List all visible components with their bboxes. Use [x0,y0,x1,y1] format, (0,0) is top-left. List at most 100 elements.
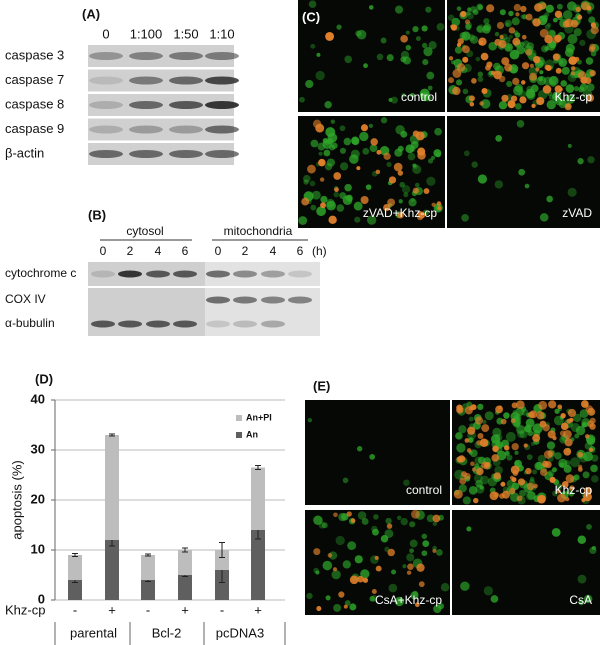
cell [591,545,596,551]
cell [554,34,562,43]
cell [327,553,333,558]
cell [360,195,369,205]
error-bar [109,433,115,437]
cell [535,67,540,72]
cell [561,66,570,75]
cell [482,419,487,424]
cell [416,563,425,572]
cell [552,17,558,23]
cell [585,57,594,65]
legend-swatch [236,432,242,438]
cell [501,94,509,102]
cell [515,400,525,410]
cell [525,467,532,475]
cell [501,490,511,499]
cell [516,45,526,55]
image-label: control [401,90,437,104]
cell [552,490,558,497]
cell [544,64,551,71]
cell [588,16,596,24]
cell [459,31,468,40]
cell [327,132,338,143]
cell [539,468,548,476]
band [129,52,163,60]
cell [532,18,541,27]
y-tick-label: 10 [31,541,45,556]
cell [581,400,589,408]
bar-segment [141,555,155,580]
cell [477,4,483,10]
cell [520,80,526,85]
cell [469,102,475,107]
cell [539,28,549,38]
cell [462,56,469,63]
cell [552,53,560,61]
cell [330,119,336,124]
cell [529,63,534,68]
cell [569,485,575,491]
cell [400,517,408,526]
row-label: caspase 7 [5,72,64,87]
cell [567,143,572,148]
cell [386,54,394,62]
cell [529,476,535,482]
cell [410,141,419,149]
cell [558,58,568,67]
cell [338,591,345,598]
band [261,296,285,304]
cell [554,452,562,460]
cell [589,69,596,77]
cell [464,438,470,443]
cell [539,59,546,67]
cell [456,406,464,414]
cell [370,138,378,146]
cell [556,489,561,494]
cell [546,195,553,203]
cell [399,181,406,188]
cell [388,97,393,102]
cell [583,594,593,604]
cell [361,518,369,525]
cell [456,63,466,72]
cell [591,475,599,483]
cell [515,12,520,17]
cell [298,216,308,225]
cell [431,202,436,207]
cell [525,13,533,21]
cell [521,62,530,70]
cell [455,79,463,86]
x-tick-label: + [181,602,189,617]
cell [586,437,595,446]
cell [360,569,370,579]
cell [403,479,410,487]
cell [575,6,581,13]
cell [504,43,513,52]
band [173,320,197,328]
cell [582,471,590,479]
band [205,150,239,158]
cell [356,446,363,452]
cell [506,454,513,461]
bar-segment [68,555,82,580]
cell [516,119,525,128]
cell [546,441,556,450]
cell [558,87,563,92]
y-axis-title: apoptosis (%) [9,460,24,539]
cell [421,25,428,32]
cell [375,565,382,572]
cell [531,103,536,109]
bar-segment [68,580,82,600]
cell [455,432,463,440]
cell [512,77,520,86]
cell [412,187,419,194]
cell [401,93,406,98]
cell [528,411,535,419]
cell [333,191,340,198]
cell [526,42,535,50]
band [205,125,239,134]
cell [573,28,582,37]
cell [514,103,522,110]
cell [477,71,484,77]
cell [547,22,552,27]
cell [586,5,592,11]
